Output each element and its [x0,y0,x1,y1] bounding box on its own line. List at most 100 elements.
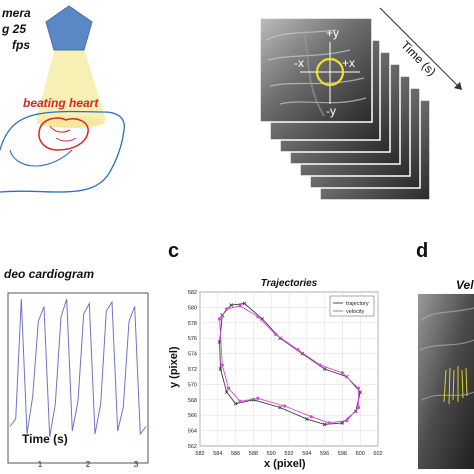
point-trajectory [340,421,345,425]
cardiogram-title: deo cardiogram [4,267,95,281]
point-trajectory [233,401,238,406]
axis-plus-x-label: +x [342,56,356,70]
point-trajectory [322,422,327,427]
y-tick-label: 574 [188,352,197,358]
point-velocity [217,317,222,321]
cardiogram-xlabel: Time (s) [22,432,68,446]
point-trajectory [353,409,358,414]
cardiogram-plot: 1 2 3 [7,292,149,469]
y-tick-label: 580 [188,305,197,311]
heart-detail [49,125,77,142]
axis-minus-x-label: -x [294,56,304,70]
trajectories-ylabel: y (pixel) [168,346,180,388]
point-trajectory [358,390,363,394]
velocity-image [418,294,474,469]
point-velocity [256,396,260,400]
point-velocity [296,348,300,352]
trajectories-legend: trajectory velocity [329,295,375,317]
point-velocity [238,304,242,308]
y-tick-label: 570 [188,382,197,388]
point-trajectory [242,301,247,306]
frame-front [259,17,373,123]
point-velocity [356,386,361,390]
panel-d-letter: d [416,240,429,262]
panel-a: mera g 25 fps beating heart [0,0,240,215]
panel-a-illustration [0,5,125,193]
velocity-arrows [443,366,468,405]
y-tick-label: 566 [188,413,197,419]
light-spot [37,116,105,128]
point-velocity [256,315,260,319]
trajectories-title: Trajectories [261,278,318,289]
axis-crosshair [300,42,360,104]
cardiogram-xticks: 1 2 3 [38,460,139,469]
camera-label-line-3: fps [12,38,30,52]
point-velocity [220,363,224,367]
legend-label-trajectory: trajectory [346,301,369,307]
point-trajectory [322,367,327,371]
time-arrow-icon [379,7,462,90]
point-velocity [356,405,361,410]
point-velocity [238,399,242,403]
y-tick-label: 578 [188,321,197,327]
light-beam [36,48,106,120]
x-tick-label: 602 [373,451,382,457]
point-trajectory [229,303,234,307]
legend-label-velocity: velocity [346,309,365,315]
x-tick-label: 586 [231,451,240,457]
camera-label-line-2: g 25 [2,22,27,36]
trajectories-xlabel: x (pixel) [264,458,306,470]
y-tick-label: 582 [188,290,197,296]
point-velocity [327,421,331,425]
panel-c: c Trajectories 582 584 586 588 590 592 594 596 59… [160,230,400,474]
trajectories-chart: Trajectories 582 584 586 588 590 592 594 596 598 6… [188,278,383,457]
x-tick-label: 592 [284,451,293,457]
heart-label: beating heart [23,96,99,110]
body-outline [0,110,125,193]
x-tick-label: 590 [267,451,276,457]
panel-d-title: Vel [456,278,474,292]
limb-outline [9,149,73,167]
camera-label-line-1: mera [2,6,31,20]
panel-c-letter: c [168,240,180,262]
y-tick-label: 564 [188,429,197,435]
y-tick-label: 562 [188,444,197,450]
cardiogram-xtick-label: 1 [38,460,43,469]
series-line-trajectory [219,303,361,425]
frame-stack [259,7,462,201]
point-velocity [274,332,278,336]
cardiogram-series-line [9,298,147,438]
x-tick-label: 600 [356,451,365,457]
cardiogram-xtick-label: 2 [86,460,91,469]
x-tick-label: 588 [249,451,258,457]
cardiogram-axes-box [7,292,149,464]
y-tick-label: 572 [188,367,197,373]
point-trajectory [304,417,309,421]
point-velocity [309,415,313,419]
y-tick-label: 568 [188,398,197,404]
x-tick-label: 596 [320,451,329,457]
axis-minus-y-label: -y [326,104,336,118]
cardiogram-xtick-label: 3 [134,460,139,469]
heart-outline [38,117,89,151]
tracking-circle [315,57,345,87]
x-tick-label: 584 [213,451,222,457]
x-tick-label: 598 [338,451,347,457]
panel-d: d Vel [400,230,474,474]
point-trajectory [278,405,282,410]
point-velocity [340,371,344,375]
x-tick-label: 594 [302,451,311,457]
point-velocity [226,386,231,390]
y-tick-label: 576 [188,336,197,342]
axis-plus-y-label: +y [326,26,340,40]
panel-b: +y -x +x -y Time (s) [240,0,474,215]
point-velocity [282,404,287,408]
point-velocity [345,418,349,423]
point-velocity [225,307,229,311]
point-velocity [318,363,322,367]
panel-video-cardiogram: deo cardiogram 1 2 3 Time (s) [0,255,160,474]
point-trajectory [224,390,229,394]
camera-pentagon-icon [45,5,93,51]
x-tick-label: 582 [195,451,204,457]
point-trajectory [218,367,223,371]
